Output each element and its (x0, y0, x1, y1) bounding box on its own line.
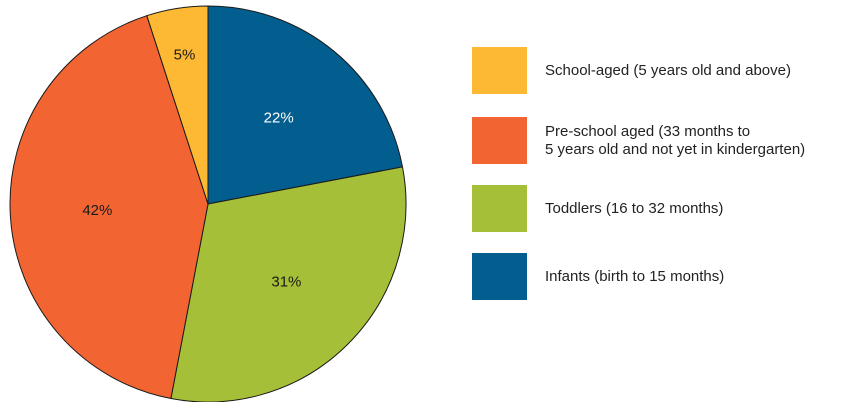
legend-swatch (472, 185, 527, 232)
pie-chart: 22% 31% 42% 5% (9, 5, 407, 402)
pie-slice-0 (207, 5, 404, 205)
pie-labels: 22% 31% 42% 5% (82, 46, 301, 290)
legend-item: Toddlers (16 to 32 months) (472, 185, 723, 232)
legend-label: Infants (birth to 15 months) (545, 267, 725, 285)
slice-label-1: 31% (271, 273, 301, 290)
pie-slices (9, 5, 407, 402)
legend-item: School-aged (5 years old and above) (472, 47, 791, 94)
slice-label-3: 5% (174, 46, 196, 63)
legend-swatch (472, 117, 527, 164)
pie-slice-2 (9, 15, 209, 400)
legend-swatch (472, 253, 527, 300)
pie-slice-3 (146, 5, 209, 205)
legend-label: Pre-school aged (33 months to 5 years ol… (545, 122, 806, 158)
legend-label: Toddlers (16 to 32 months) (545, 199, 724, 217)
legend-swatch (472, 47, 527, 94)
slice-label-0: 22% (264, 110, 294, 127)
legend-item: Infants (birth to 15 months) (472, 253, 724, 300)
legend-label: School-aged (5 years old and above) (545, 61, 791, 79)
slice-label-2: 42% (82, 202, 112, 219)
legend-item: Pre-school aged (33 months to 5 years ol… (472, 117, 805, 164)
